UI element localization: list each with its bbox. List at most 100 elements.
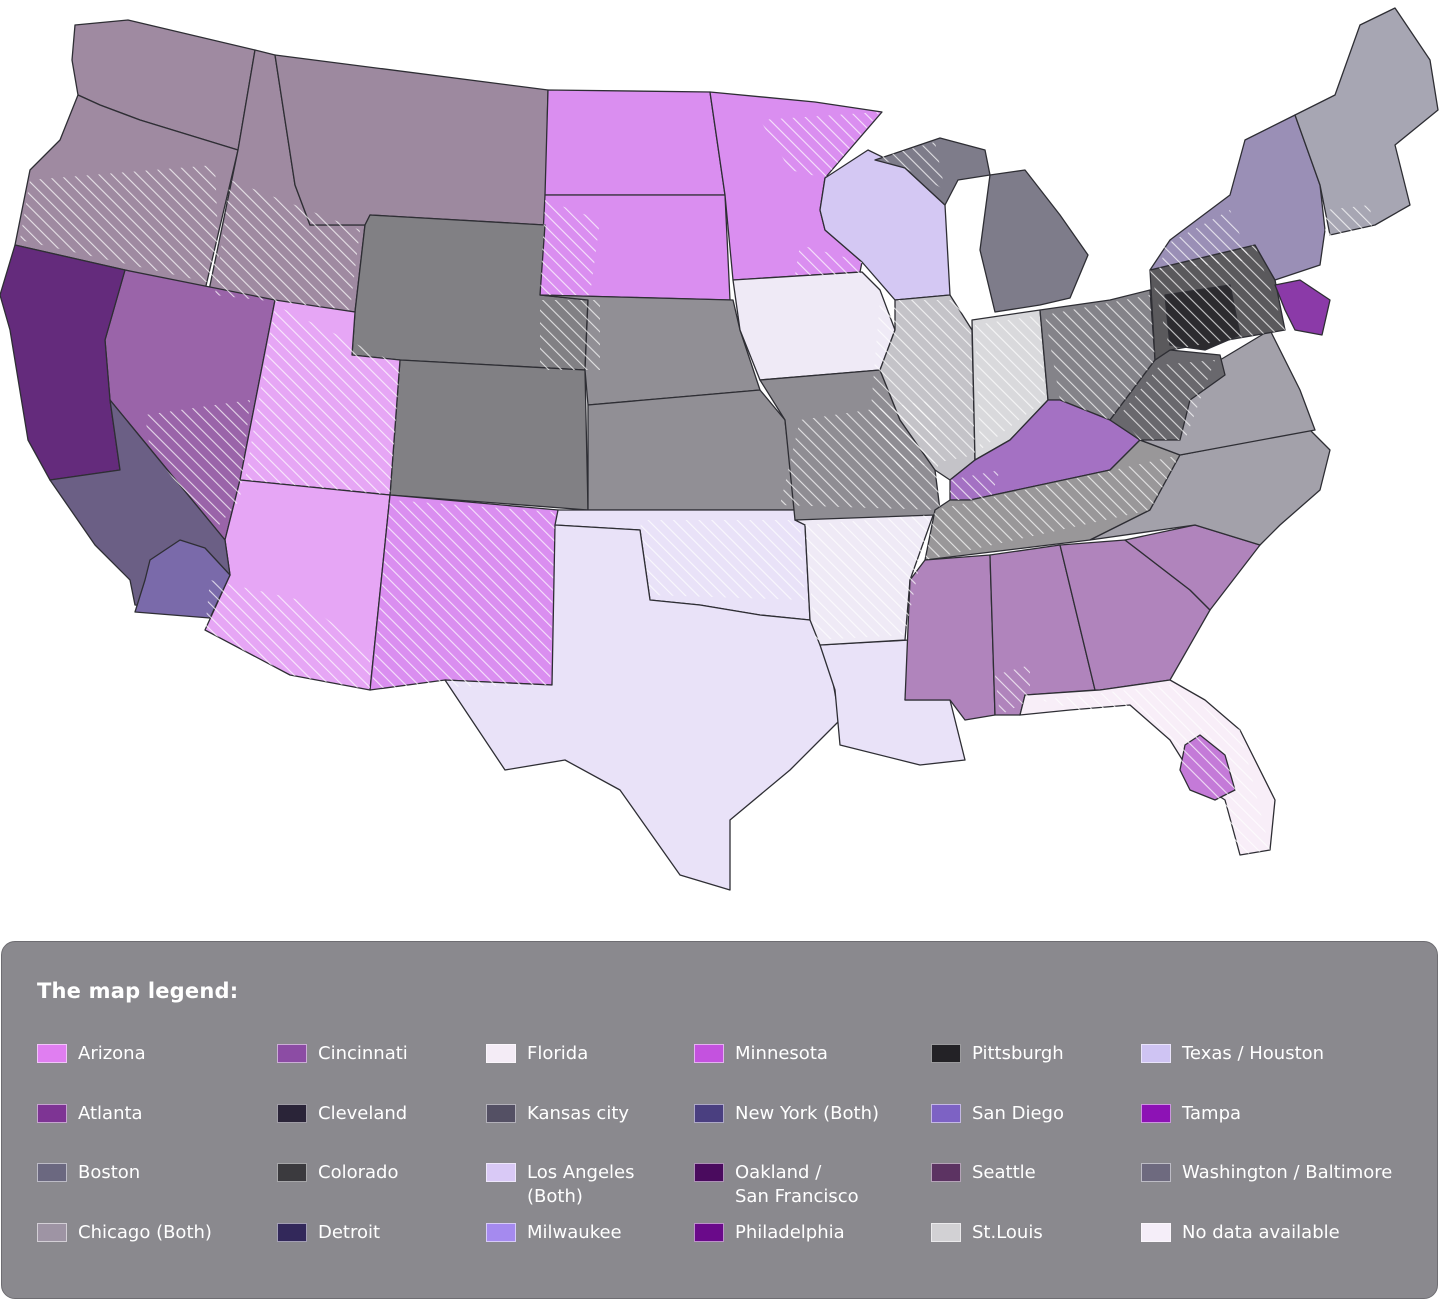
legend-item: Arizona: [37, 1042, 146, 1066]
legend-swatch: [931, 1104, 961, 1123]
legend-item: Detroit: [277, 1221, 380, 1245]
legend-label: Arizona: [78, 1043, 146, 1064]
legend-label: Chicago (Both): [78, 1222, 212, 1243]
legend-label: Boston: [78, 1162, 141, 1183]
legend-label: Washington / Baltimore: [1182, 1162, 1393, 1183]
hatch-wisconsin-sw: [795, 245, 862, 275]
hatch-utah: [245, 305, 400, 495]
state-texas: [444, 524, 841, 891]
legend-label: Kansas city: [527, 1103, 630, 1124]
state-michigan: [979, 169, 1089, 313]
hatch-idaho: [215, 180, 360, 310]
hatch-florida: [1040, 685, 1270, 855]
hatch-minnesota: [760, 112, 880, 178]
legend-item: Philadelphia: [694, 1221, 845, 1245]
legend-label: Pittsburgh: [972, 1043, 1064, 1064]
legend-item: Texas / Houston: [1141, 1042, 1324, 1066]
legend-item: Oakland / San Francisco: [694, 1161, 859, 1209]
legend-swatch: [37, 1163, 67, 1182]
legend-item: Kansas city: [486, 1102, 629, 1126]
legend-item: Cleveland: [277, 1102, 407, 1126]
legend-label: Florida: [527, 1043, 589, 1064]
legend-label: Detroit: [318, 1222, 381, 1243]
hatch-indiana: [975, 315, 1045, 450]
legend-item: Pittsburgh: [931, 1042, 1064, 1066]
legend-swatch: [37, 1104, 67, 1123]
legend-item: New York (Both): [694, 1102, 879, 1126]
hatch-nevada: [145, 400, 250, 530]
hatch-oklahoma: [640, 520, 805, 600]
legend-label: Minnesota: [735, 1043, 828, 1064]
legend-swatch: [694, 1163, 724, 1182]
hatch-tennessee: [925, 455, 1180, 560]
hatch-arkansas: [805, 515, 930, 640]
legend-item: Washington / Baltimore: [1141, 1161, 1392, 1185]
legend-swatch: [694, 1104, 724, 1123]
legend-label: No data available: [1182, 1222, 1340, 1243]
legend-label: Philadelphia: [735, 1222, 845, 1243]
legend-label: Oakland / San Francisco: [735, 1162, 859, 1207]
legend-swatch: [1141, 1104, 1171, 1123]
legend-item: St.Louis: [931, 1221, 1043, 1245]
hatch-illinois: [870, 300, 975, 470]
legend-swatch: [1141, 1223, 1171, 1242]
legend-swatch: [277, 1163, 307, 1182]
legend-swatch: [931, 1223, 961, 1242]
hatch-pennsylvania: [1150, 245, 1285, 350]
state-california: [0, 244, 126, 481]
legend-label: San Diego: [972, 1103, 1064, 1124]
legend-label: Tampa: [1182, 1103, 1242, 1124]
legend-item: Minnesota: [694, 1042, 828, 1066]
legend-swatch: [277, 1044, 307, 1063]
legend-swatch: [694, 1044, 724, 1063]
legend-label: Colorado: [318, 1162, 399, 1183]
hatch-new-york: [1160, 210, 1250, 270]
legend-item: Seattle: [931, 1161, 1036, 1185]
legend-item: Tampa: [1141, 1102, 1241, 1126]
region-philadelphia: [1274, 279, 1331, 336]
legend-label: New York (Both): [735, 1103, 880, 1124]
hatch-oregon: [20, 165, 220, 285]
legend-swatch: [931, 1044, 961, 1063]
state-kansas: [587, 389, 796, 511]
hatch-west-virginia: [1120, 360, 1215, 440]
hatch-alabama-coast: [995, 665, 1030, 715]
legend-item: Colorado: [277, 1161, 398, 1185]
legend-swatch: [486, 1163, 516, 1182]
legend-label: Milwaukee: [527, 1222, 622, 1243]
map-legend: The map legend: Arizona Atlanta Boston Chic…: [1, 941, 1438, 1299]
legend-label: Atlanta: [78, 1103, 143, 1124]
legend-label: Texas / Houston: [1182, 1043, 1325, 1064]
legend-swatch: [694, 1223, 724, 1242]
hatch-michigan-upper: [878, 142, 945, 190]
hatch-connecticut: [1325, 205, 1372, 240]
state-montana: [274, 54, 549, 226]
legend-swatch: [931, 1163, 961, 1182]
legend-title: The map legend:: [37, 979, 239, 1003]
legend-swatch: [37, 1044, 67, 1063]
legend-label: Cleveland: [318, 1103, 408, 1124]
us-map: [0, 7, 1439, 891]
legend-swatch: [277, 1223, 307, 1242]
legend-item: Cincinnati: [277, 1042, 408, 1066]
legend-item: Chicago (Both): [37, 1221, 212, 1245]
legend-label: St.Louis: [972, 1222, 1043, 1243]
hatch-nebraska: [540, 300, 600, 370]
state-iowa: [732, 271, 896, 381]
hatch-new-mexico: [372, 500, 555, 688]
legend-label: Los Angeles (Both): [527, 1162, 635, 1207]
legend-item: No data available: [1141, 1221, 1340, 1245]
legend-item: San Diego: [931, 1102, 1064, 1126]
legend-label: Cincinnati: [318, 1043, 408, 1064]
state-colorado: [389, 359, 589, 511]
legend-item: Atlanta: [37, 1102, 143, 1126]
legend-swatch: [1141, 1163, 1171, 1182]
hatch-arizona: [205, 580, 370, 690]
hatch-ohio: [1045, 295, 1155, 420]
legend-item: Milwaukee: [486, 1221, 622, 1245]
legend-label: Seattle: [972, 1162, 1036, 1183]
hatch-kentucky-west: [950, 470, 1000, 500]
state-south-carolina: [1124, 524, 1261, 611]
legend-swatch: [37, 1223, 67, 1242]
legend-swatch: [486, 1104, 516, 1123]
